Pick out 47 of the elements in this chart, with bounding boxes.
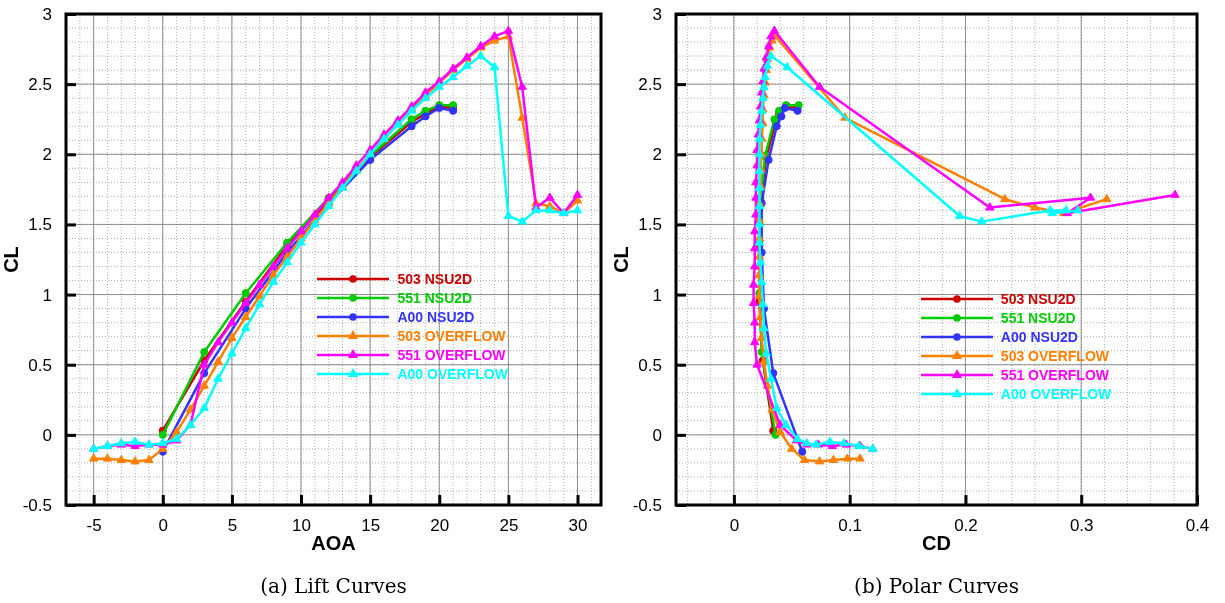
x-axis-title: AOA <box>311 532 356 554</box>
x-tick-label: 5 <box>227 516 238 536</box>
text: A00 OVERFLOW <box>1000 386 1112 403</box>
y-axis-title: CL <box>0 246 22 273</box>
text: 503 NSU2D <box>1000 291 1076 308</box>
y-tick-label: 3 <box>42 4 52 24</box>
text: (b) Polar Curves <box>854 574 1019 598</box>
text: (a) Lift Curves <box>260 574 407 598</box>
x-tick-label: 25 <box>499 516 519 536</box>
text: 503 OVERFLOW <box>397 327 506 344</box>
y-tick-label: -0.5 <box>22 495 52 515</box>
text: 551 NSU2D <box>1000 310 1076 327</box>
y-tick-label: 1.5 <box>638 215 662 235</box>
text: 503 NSU2D <box>397 270 473 287</box>
x-tick-label: 0 <box>729 516 740 536</box>
x-tick-label: 0 <box>158 516 168 536</box>
text: 551 OVERFLOW <box>397 346 506 363</box>
y-tick-label: 1 <box>42 285 52 305</box>
x-tick-label: 0.4 <box>1185 516 1210 536</box>
x-tick-label: 0.1 <box>838 516 862 536</box>
text: 551 NSU2D <box>397 289 473 306</box>
text: A00 OVERFLOW <box>397 365 508 382</box>
y-tick-label: 2.5 <box>638 75 662 95</box>
x-tick-label: 0.3 <box>1069 516 1094 536</box>
text: A00 NSU2D <box>1000 329 1078 346</box>
y-tick-label: 0.5 <box>28 355 52 375</box>
y-tick-label: 0 <box>652 425 662 445</box>
y-tick-label: 0.5 <box>638 355 662 375</box>
y-tick-label: 3 <box>652 4 662 24</box>
x-tick-label: 10 <box>292 516 311 536</box>
y-tick-label: 1 <box>652 285 662 305</box>
y-axis-title: CL <box>610 246 632 273</box>
x-tick-label: 30 <box>568 516 588 536</box>
y-tick-label: 0 <box>42 425 52 445</box>
x-tick-label: -5 <box>86 516 102 536</box>
y-tick-label: 2.5 <box>28 75 52 95</box>
y-tick-label: -0.5 <box>632 495 662 515</box>
text: 503 OVERFLOW <box>1000 348 1109 365</box>
text: 551 OVERFLOW <box>1000 367 1109 384</box>
x-tick-label: 15 <box>361 516 381 536</box>
x-tick-label: 20 <box>430 516 450 536</box>
y-tick-label: 1.5 <box>28 215 52 235</box>
text: A00 NSU2D <box>397 308 475 325</box>
x-axis-title: CD <box>922 532 951 554</box>
y-tick-label: 2 <box>42 145 52 165</box>
y-tick-label: 2 <box>652 145 662 165</box>
x-tick-label: 0.2 <box>954 516 978 536</box>
